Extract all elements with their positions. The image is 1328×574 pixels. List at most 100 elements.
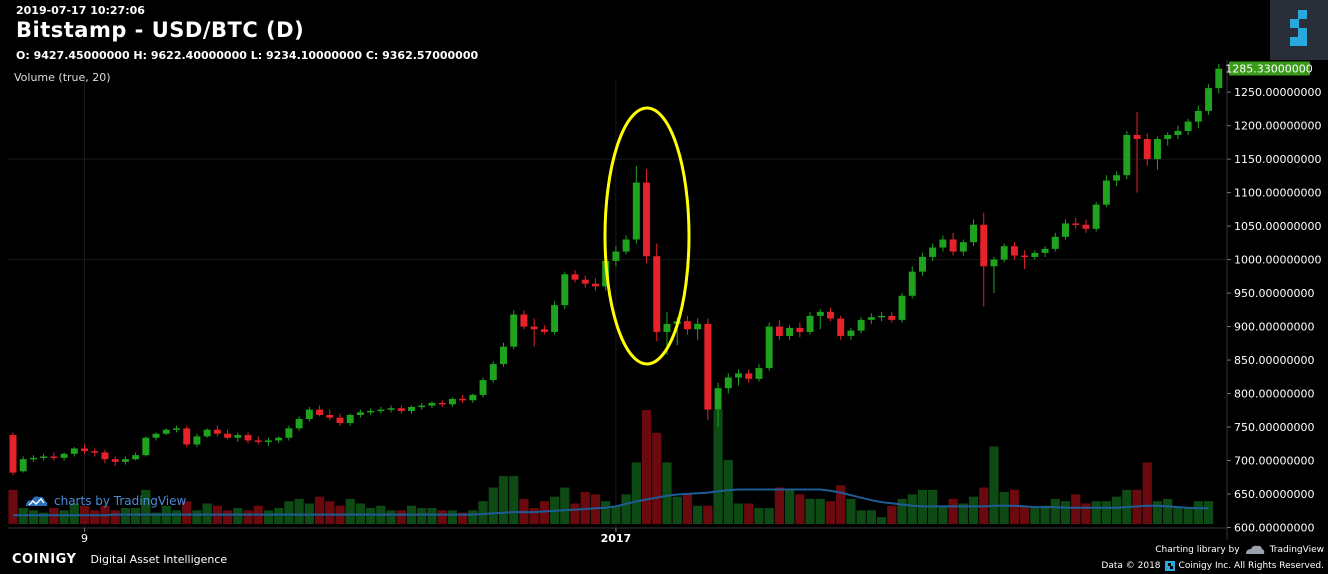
candle: [571, 270, 579, 283]
candle-body: [316, 409, 324, 415]
candle: [203, 428, 211, 438]
candle: [806, 311, 814, 335]
candle: [857, 317, 865, 334]
candle-body: [193, 436, 201, 445]
annotation-ellipse: [603, 106, 691, 366]
candle-body: [827, 311, 834, 319]
candle: [653, 243, 661, 342]
candle: [520, 310, 528, 330]
candle: [377, 406, 385, 414]
volume-bar: [243, 510, 253, 524]
candle-body: [29, 457, 37, 460]
volume-bar: [601, 501, 611, 524]
candle-body: [121, 459, 129, 462]
candle-body: [724, 377, 732, 389]
candle-body: [173, 428, 180, 430]
candle: [530, 318, 538, 347]
candle: [939, 235, 947, 252]
y-tick-label: 1050.00000000: [1234, 220, 1321, 233]
candle: [40, 453, 48, 461]
volume-bar: [8, 489, 18, 524]
candle: [213, 425, 221, 437]
candle: [714, 382, 722, 428]
coinigy-small-icon: [1164, 561, 1175, 571]
volume-bar: [1193, 501, 1203, 524]
y-axis: 600.00000000 650.00000000 700.00000000 750.…: [1226, 60, 1321, 540]
volume-bar: [427, 508, 437, 524]
candle-body: [694, 323, 702, 330]
coinigy-logo[interactable]: [1270, 0, 1328, 60]
candle: [91, 448, 99, 457]
volume-bar: [1071, 494, 1081, 524]
volume-bar: [897, 498, 907, 524]
volume-bar: [723, 460, 733, 524]
candle-body: [326, 414, 334, 418]
candle: [704, 318, 712, 421]
y-tick-label: 1100.00000000: [1234, 187, 1321, 200]
volume-bar: [529, 508, 539, 524]
candle-body: [1153, 139, 1161, 160]
candle: [959, 239, 967, 256]
candle-body: [1051, 236, 1059, 249]
volume-bar: [560, 487, 570, 524]
candle: [397, 405, 405, 414]
volume-bar: [631, 462, 641, 524]
candle: [867, 313, 875, 324]
y-tick-label: 600.00000000: [1234, 522, 1314, 535]
candle: [275, 436, 283, 444]
candle-body: [438, 402, 446, 405]
volume-bar: [468, 510, 478, 524]
volume-bar: [1030, 508, 1040, 524]
y-tick-label: 700.00000000: [1234, 455, 1314, 468]
candle: [1184, 118, 1192, 135]
candle: [336, 413, 344, 426]
candle: [1082, 219, 1090, 233]
candle-body: [1062, 223, 1069, 237]
brand-tagline: Digital Asset Intelligence: [90, 553, 228, 566]
candle-body: [1215, 68, 1223, 89]
candle-body: [1184, 121, 1192, 131]
candle: [735, 369, 742, 386]
charting-library-credit[interactable]: Charting library by TradingView: [1155, 544, 1324, 555]
candle: [50, 452, 58, 461]
candle-body: [806, 315, 814, 332]
volume-bar: [396, 510, 406, 524]
candle: [305, 406, 313, 422]
volume-bar: [366, 508, 376, 524]
candle-body: [81, 448, 89, 452]
candle: [408, 405, 415, 414]
volume-bar: [989, 446, 999, 524]
y-tick-label: 1150.00000000: [1234, 153, 1321, 166]
candle-body: [1205, 88, 1213, 111]
candle: [162, 428, 170, 436]
volume-bar: [805, 498, 815, 524]
copyright-line: Data © 2018 Coinigy Inc. All Rights Rese…: [1101, 561, 1324, 571]
candle: [29, 455, 37, 462]
volume-bar: [478, 501, 488, 524]
candle: [418, 402, 426, 410]
y-tick-label: 650.00000000: [1234, 488, 1314, 501]
candle: [193, 433, 201, 448]
candle-body: [990, 259, 998, 267]
candle-body: [489, 364, 497, 381]
volume-bar: [795, 494, 805, 524]
volume-bar: [1091, 501, 1101, 524]
candle: [316, 405, 324, 417]
candle-body: [101, 452, 109, 460]
x-tick-label: 9: [81, 532, 88, 545]
volume-indicator-label[interactable]: Volume (true, 20): [14, 71, 111, 84]
candle-body: [857, 319, 865, 331]
candle-body: [939, 239, 947, 248]
candle-body: [540, 329, 548, 332]
candle-body: [1174, 130, 1182, 135]
candle-body: [816, 311, 824, 316]
volume-bar: [171, 510, 182, 524]
volume-bar: [876, 517, 887, 524]
ohlc-readout: O: 9427.45000000 H: 9622.40000000 L: 923…: [16, 49, 479, 62]
candle-body: [1010, 246, 1018, 256]
candle-body: [1092, 204, 1100, 229]
tradingview-watermark[interactable]: charts by TradingView: [24, 494, 186, 508]
candle: [1113, 171, 1121, 186]
